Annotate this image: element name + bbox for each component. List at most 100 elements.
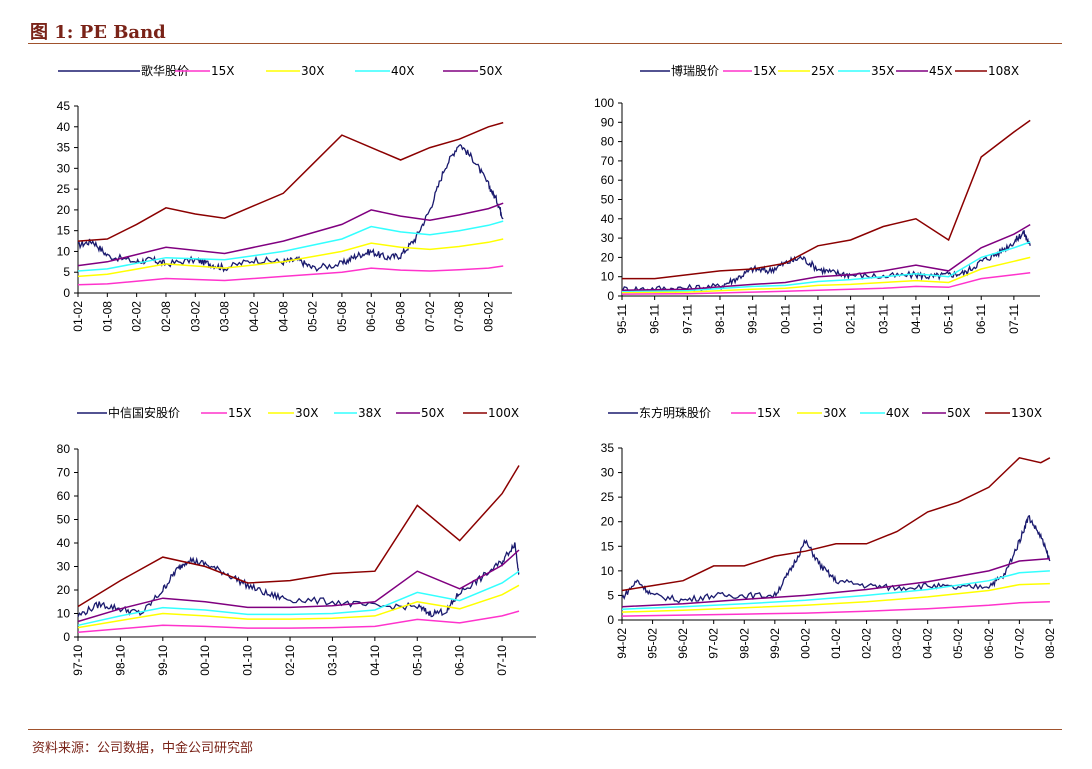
y-tick-label: 0 bbox=[607, 613, 614, 627]
x-tick-label: 05-11 bbox=[942, 304, 956, 334]
y-tick-label: 70 bbox=[601, 154, 615, 168]
series-line bbox=[77, 610, 520, 634]
legend-label: 博瑞股价 bbox=[671, 63, 719, 78]
y-tick-label: 10 bbox=[601, 270, 615, 284]
legend-label: 30X bbox=[301, 64, 325, 78]
x-tick-label: 98-02 bbox=[737, 628, 751, 659]
y-tick-label: 0 bbox=[607, 289, 614, 303]
x-tick-label: 00-02 bbox=[798, 628, 812, 659]
legend-label: 15X bbox=[753, 64, 777, 78]
x-tick-label: 99-11 bbox=[746, 304, 760, 334]
x-tick-label: 99-02 bbox=[768, 628, 782, 659]
series-line bbox=[77, 570, 520, 627]
series-line bbox=[621, 256, 1031, 294]
x-tick-label: 05-10 bbox=[410, 645, 424, 676]
x-tick-label: 04-02 bbox=[247, 301, 261, 332]
x-tick-label: 05-02 bbox=[306, 301, 320, 332]
series-line bbox=[621, 230, 1031, 294]
y-tick-label: 90 bbox=[601, 115, 615, 129]
x-tick-label: 01-10 bbox=[241, 645, 255, 676]
series-line bbox=[621, 515, 1051, 604]
x-tick-label: 06-02 bbox=[364, 301, 378, 332]
x-tick-label: 99-10 bbox=[156, 645, 170, 676]
legend-label: 15X bbox=[757, 406, 781, 420]
y-tick-label: 70 bbox=[57, 466, 71, 480]
x-tick-label: 02-11 bbox=[844, 304, 858, 334]
series-line bbox=[622, 119, 1031, 280]
series-line bbox=[77, 121, 504, 242]
series-line bbox=[621, 570, 1050, 610]
series-line bbox=[77, 465, 520, 608]
y-tick-label: 60 bbox=[601, 173, 615, 187]
x-tick-label: 02-10 bbox=[283, 645, 297, 676]
chart-panel-3: 0 10 20 30 40 50 60 70 80 97-10 98-10 99-10 00-10 01-… bbox=[57, 405, 536, 676]
series-line bbox=[621, 223, 1031, 291]
y-tick-label: 20 bbox=[57, 203, 71, 217]
y-tick-label: 30 bbox=[57, 560, 71, 574]
series-line bbox=[621, 456, 1051, 592]
x-tick-label: 97-11 bbox=[680, 304, 694, 334]
x-tick-label: 02-02 bbox=[130, 301, 144, 332]
y-tick-label: 5 bbox=[63, 265, 70, 279]
series-line bbox=[77, 220, 504, 272]
x-tick-label: 98-10 bbox=[113, 645, 127, 676]
x-tick-label: 05-08 bbox=[335, 301, 349, 332]
x-tick-label: 02-08 bbox=[159, 301, 173, 332]
figure-title: 图 1: PE Band bbox=[30, 22, 166, 43]
y-tick-label: 40 bbox=[57, 536, 71, 550]
series-line bbox=[77, 238, 504, 278]
x-tick-label: 06-10 bbox=[453, 645, 467, 676]
legend-label: 15X bbox=[211, 64, 235, 78]
legend-label: 25X bbox=[811, 64, 835, 78]
legend-label: 15X bbox=[228, 406, 252, 420]
x-tick-label: 07-08 bbox=[452, 301, 466, 332]
y-tick-label: 25 bbox=[57, 182, 71, 196]
x-tick-label: 04-10 bbox=[368, 645, 382, 676]
x-tick-label: 07-11 bbox=[1007, 304, 1021, 334]
y-tick-label: 30 bbox=[601, 466, 615, 480]
x-tick-label: 06-08 bbox=[394, 301, 408, 332]
legend-label: 45X bbox=[929, 64, 953, 78]
legend-label: 38X bbox=[358, 406, 382, 420]
y-tick-label: 40 bbox=[601, 212, 615, 226]
x-tick-label: 04-02 bbox=[921, 628, 935, 659]
x-tick-label: 94-02 bbox=[615, 628, 629, 659]
y-tick-label: 35 bbox=[601, 441, 615, 455]
y-tick-label: 10 bbox=[601, 564, 615, 578]
series-line bbox=[77, 584, 520, 629]
y-tick-label: 45 bbox=[57, 99, 71, 113]
y-tick-label: 100 bbox=[594, 96, 614, 110]
y-tick-label: 40 bbox=[57, 120, 71, 134]
legend-label: 108X bbox=[988, 64, 1019, 78]
legend-label: 100X bbox=[488, 406, 519, 420]
x-tick-label: 00-11 bbox=[778, 304, 792, 334]
legend-label: 50X bbox=[947, 406, 971, 420]
x-tick-label: 96-11 bbox=[648, 304, 662, 334]
legend-label: 50X bbox=[421, 406, 445, 420]
y-tick-label: 10 bbox=[57, 244, 71, 258]
legend-label: 歌华股价 bbox=[141, 63, 189, 78]
y-tick-label: 20 bbox=[601, 250, 615, 264]
chart-panel-2: 0 10 20 30 40 50 60 70 80 90 100 95-11 96-11 97-11 98-… bbox=[594, 63, 1040, 334]
x-tick-label: 97-10 bbox=[71, 645, 85, 676]
x-tick-label: 04-08 bbox=[276, 301, 290, 332]
title-rule bbox=[28, 43, 1062, 44]
x-tick-label: 03-11 bbox=[876, 304, 890, 334]
series-line bbox=[77, 144, 504, 273]
x-tick-label: 02-02 bbox=[860, 628, 874, 659]
y-tick-label: 50 bbox=[57, 513, 71, 527]
series-line bbox=[77, 265, 504, 286]
legend-label: 40X bbox=[391, 64, 415, 78]
x-tick-label: 01-02 bbox=[829, 628, 843, 659]
legend-label: 50X bbox=[479, 64, 503, 78]
x-tick-label: 07-02 bbox=[1012, 628, 1026, 659]
x-tick-label: 07-02 bbox=[423, 301, 437, 332]
series-line bbox=[77, 549, 520, 623]
x-tick-label: 98-11 bbox=[713, 304, 727, 334]
series-line bbox=[621, 272, 1031, 295]
series-line bbox=[621, 557, 1050, 608]
series-line bbox=[621, 241, 1031, 292]
y-tick-label: 30 bbox=[601, 231, 615, 245]
y-tick-label: 80 bbox=[57, 442, 71, 456]
